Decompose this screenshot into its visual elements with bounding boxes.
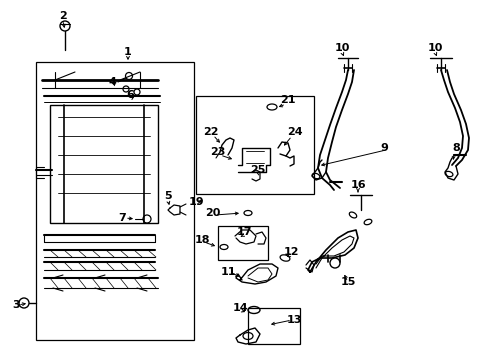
Text: 15: 15 (340, 277, 355, 287)
Text: 2: 2 (59, 11, 67, 21)
Bar (218, 226, 267, 260)
Bar (36, 62, 194, 340)
Text: 1: 1 (124, 47, 132, 57)
Text: 5: 5 (164, 191, 171, 201)
Text: 18: 18 (194, 235, 209, 245)
Text: 9: 9 (379, 143, 387, 153)
Text: 3: 3 (12, 300, 20, 310)
Text: 4: 4 (108, 77, 116, 87)
Text: 11: 11 (220, 267, 235, 277)
Text: 22: 22 (203, 127, 218, 137)
Text: 10: 10 (427, 43, 442, 53)
Bar (247, 308, 299, 344)
Text: 10: 10 (334, 43, 349, 53)
Text: 8: 8 (451, 143, 459, 153)
Text: 7: 7 (118, 213, 125, 223)
Text: 13: 13 (286, 315, 301, 325)
Text: 14: 14 (232, 303, 247, 313)
Text: 6: 6 (126, 90, 134, 100)
Bar (50, 105, 158, 223)
Text: 21: 21 (280, 95, 295, 105)
Text: 19: 19 (188, 197, 203, 207)
Text: 23: 23 (210, 147, 225, 157)
Text: 17: 17 (236, 227, 251, 237)
Text: 24: 24 (286, 127, 302, 137)
Bar (196, 96, 313, 194)
Text: 25: 25 (250, 165, 265, 175)
Text: 16: 16 (349, 180, 365, 190)
Text: 12: 12 (283, 247, 298, 257)
Text: 20: 20 (205, 208, 220, 218)
